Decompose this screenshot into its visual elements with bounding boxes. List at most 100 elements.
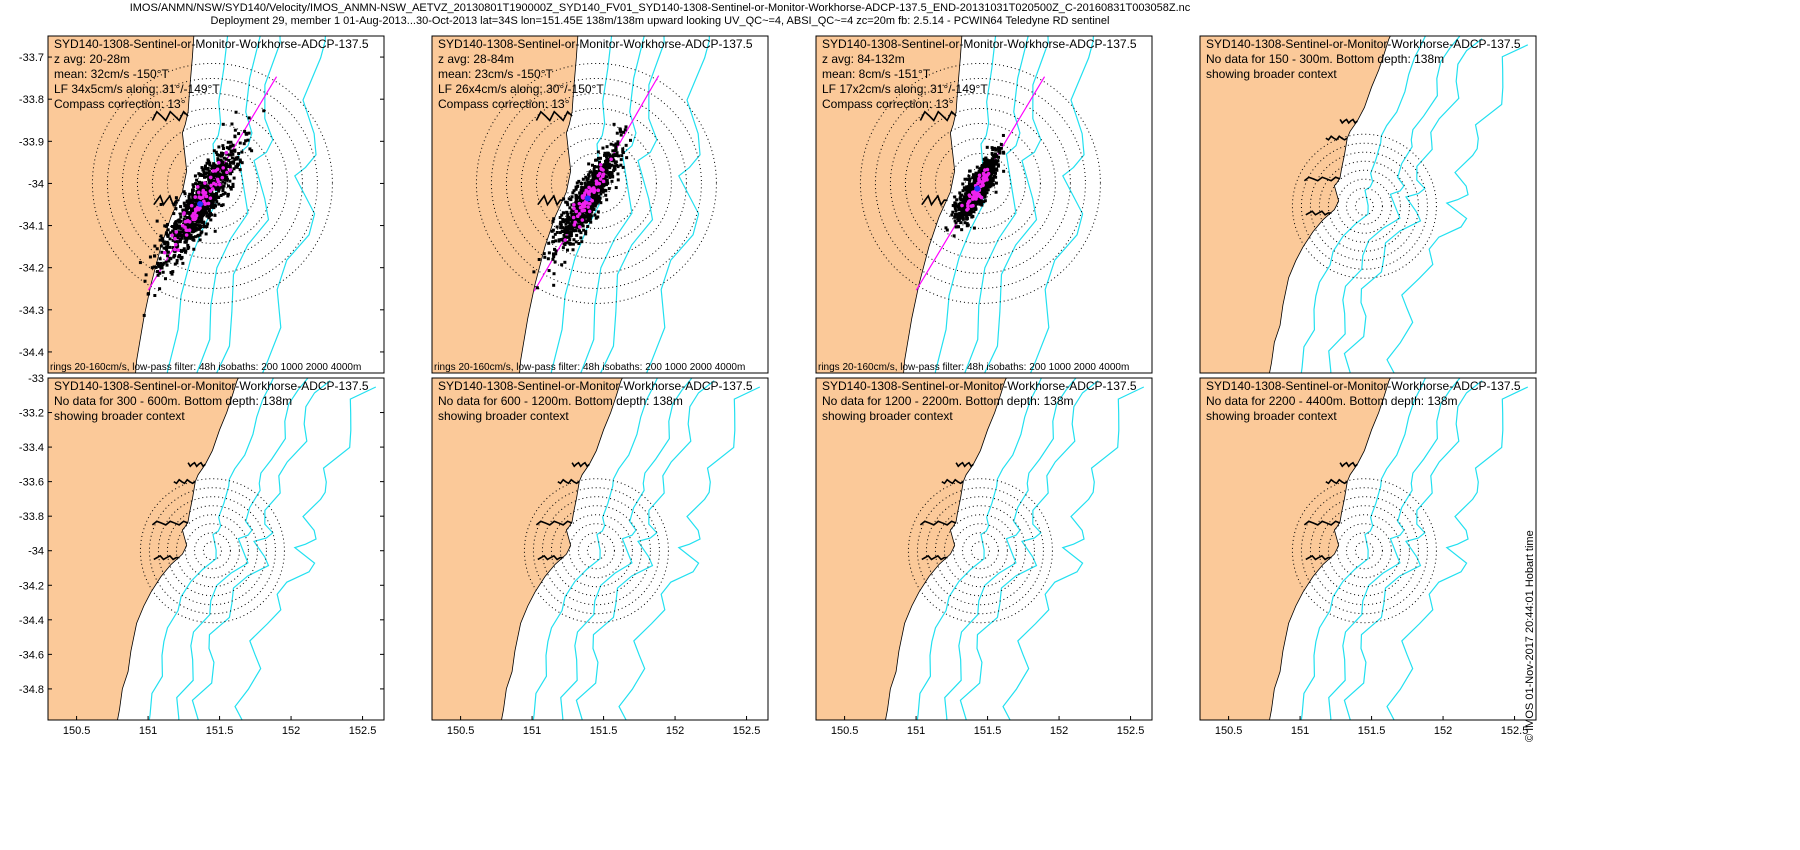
scatter-point xyxy=(577,179,581,183)
scatter-point xyxy=(993,152,997,156)
x-tick-label: 150.5 xyxy=(447,725,475,737)
lowpass-point xyxy=(572,206,576,211)
scatter-point xyxy=(231,184,235,188)
panel-footer: rings 20-160cm/s, low-pass filter: 48h i… xyxy=(818,362,1129,373)
scatter-point xyxy=(577,229,581,233)
scatter-point xyxy=(223,168,227,172)
scatter-point xyxy=(205,214,209,218)
scatter-point xyxy=(953,206,957,210)
scatter-point xyxy=(990,146,994,150)
scatter-point xyxy=(599,192,603,196)
scatter-point xyxy=(165,233,169,237)
scatter-point xyxy=(954,225,958,229)
scatter-point xyxy=(174,207,178,211)
scatter-point xyxy=(959,221,963,225)
scatter-point xyxy=(190,208,194,212)
scatter-point xyxy=(600,186,604,190)
scatter-point xyxy=(996,146,1000,150)
scatter-point xyxy=(247,116,251,120)
lowpass-point xyxy=(173,236,177,241)
isobath-line xyxy=(191,380,331,720)
scatter-point xyxy=(551,257,555,261)
scatter-point xyxy=(244,131,248,135)
scatter-point xyxy=(595,201,599,205)
isobath-line xyxy=(1386,386,1529,720)
scatter-point xyxy=(159,234,163,238)
isobath-line xyxy=(166,36,229,373)
panel-plot-area xyxy=(816,378,1145,720)
scatter-point xyxy=(201,173,205,177)
scatter-point xyxy=(579,231,583,235)
scatter-point xyxy=(217,175,221,179)
scatter-point xyxy=(221,161,225,165)
scatter-point xyxy=(594,171,598,175)
speed-ring xyxy=(490,77,702,289)
speed-ring xyxy=(550,505,642,597)
scatter-point xyxy=(231,152,235,156)
scatter-point xyxy=(187,194,191,198)
lowpass-point xyxy=(563,238,568,242)
scatter-point xyxy=(977,196,981,200)
panel-info-line: showing broader context xyxy=(1206,409,1337,423)
scatter-point xyxy=(574,200,578,204)
estuary-line xyxy=(151,520,189,526)
panel-frame xyxy=(815,377,1153,721)
speed-ring xyxy=(202,541,222,561)
lowpass-point xyxy=(596,188,601,193)
scatter-point xyxy=(965,216,969,220)
scatter-point xyxy=(163,242,167,246)
scatter-point xyxy=(966,178,970,182)
scatter-point xyxy=(161,238,165,242)
scatter-point xyxy=(171,270,175,274)
scatter-point xyxy=(579,196,583,200)
scatter-point xyxy=(560,213,564,217)
scatter-point xyxy=(567,235,571,239)
scatter-point xyxy=(597,195,601,199)
speed-ring xyxy=(532,487,660,615)
lowpass-point xyxy=(217,182,222,187)
scatter-point xyxy=(988,159,992,163)
scatter-point xyxy=(993,175,997,179)
speed-ring xyxy=(907,478,1053,624)
scatter-point xyxy=(206,203,210,207)
scatter-point xyxy=(197,216,201,220)
scatter-point xyxy=(190,210,194,214)
scatter-point xyxy=(208,180,212,184)
x-tick-label: 150.5 xyxy=(1215,725,1243,737)
lowpass-point xyxy=(589,187,594,192)
panel-title: SYD140-1308-Sentinel-or-Monitor-Workhors… xyxy=(822,379,1137,393)
scatter-point xyxy=(595,165,599,169)
scatter-point xyxy=(215,164,219,168)
scatter-point xyxy=(173,262,177,266)
speed-ring xyxy=(136,107,288,259)
scatter-point xyxy=(993,159,997,163)
speed-ring xyxy=(121,92,303,274)
panel-6: SYD140-1308-Sentinel-or-Monitor-Workhors… xyxy=(431,377,769,737)
speed-ring xyxy=(565,152,627,214)
scatter-point xyxy=(219,185,223,189)
panel-7: SYD140-1308-Sentinel-or-Monitor-Workhors… xyxy=(815,377,1153,737)
panel-info-line: mean: 32cm/s -150°T xyxy=(54,67,170,81)
lowpass-point xyxy=(599,166,603,171)
scatter-point xyxy=(579,182,583,186)
y-tick-label: -33 xyxy=(28,373,44,385)
scatter-point xyxy=(173,240,177,244)
scatter-point xyxy=(191,222,195,226)
scatter-point xyxy=(592,180,596,184)
scatter-point xyxy=(172,234,176,238)
scatter-point xyxy=(194,228,198,232)
scatter-point xyxy=(144,273,148,277)
scatter-point xyxy=(615,151,619,155)
scatter-point xyxy=(614,186,618,190)
speed-ring xyxy=(1327,514,1401,588)
scatter-point xyxy=(213,213,217,217)
scatter-point xyxy=(624,125,628,129)
scatter-point xyxy=(955,198,959,202)
scatter-point xyxy=(157,264,161,268)
scatter-point xyxy=(223,181,227,185)
isobath-line xyxy=(148,378,275,720)
scatter-point xyxy=(571,226,575,230)
lowpass-point xyxy=(174,230,179,234)
scatter-point xyxy=(571,242,575,246)
scatter-point xyxy=(156,261,160,265)
